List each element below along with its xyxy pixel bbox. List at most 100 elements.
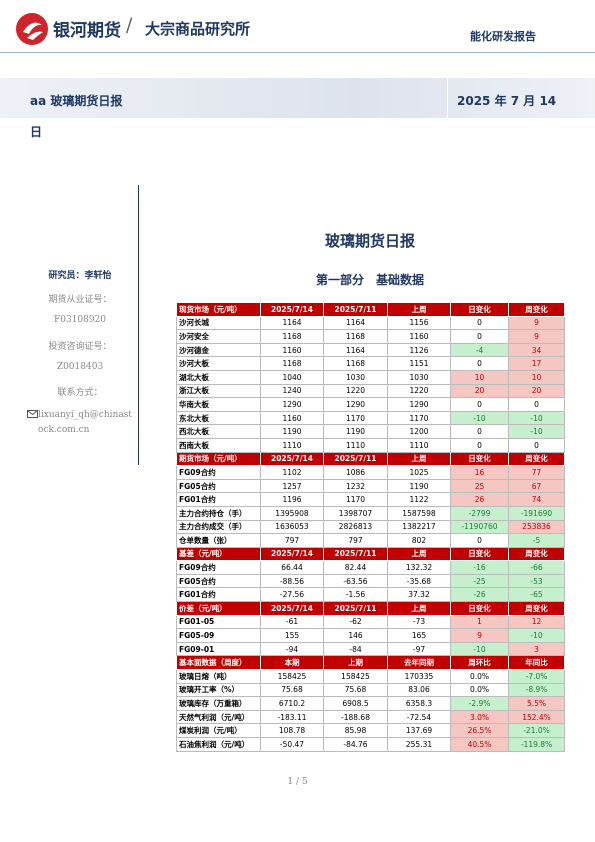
- table-cell: 40.5%: [450, 737, 509, 752]
- table-cell: 0: [508, 437, 565, 453]
- table-row: FG09合约 1102 1086 1025 16 77: [176, 465, 565, 480]
- header-cell: 2025/7/14: [260, 601, 324, 616]
- table-cell: 1160: [260, 410, 324, 426]
- table-cell: 9: [450, 628, 509, 643]
- table-row: 煤炭利润（元/吨） 108.78 85.98 137.69 26.5% -21.0%: [176, 723, 565, 738]
- table-row: FG05合约 1257 1232 1190 25 67: [176, 478, 565, 494]
- table-cell: 75.68: [260, 682, 324, 698]
- table-cell: 1220: [323, 383, 388, 399]
- table-cell: -27.56: [260, 587, 324, 603]
- table-cell: FG01-05: [176, 614, 261, 630]
- table-cell: 仓单数量（张）: [176, 533, 261, 548]
- email: lixuanyi_qh@chinastock.com.cn: [38, 410, 132, 435]
- table-cell: -191690: [508, 505, 565, 521]
- table-cell: 152.4%: [508, 709, 565, 725]
- table-cell: 1398707: [323, 505, 388, 521]
- table-cell: -62: [323, 614, 388, 630]
- table-cell: 1240: [260, 383, 324, 399]
- section-header-row: 基本面数据（周度） 本期 上期 去年同期 周环比 年同比: [176, 655, 565, 671]
- table-cell: 1110: [387, 437, 451, 453]
- table-row: FG01合约 -27.56 -1.56 37.32 -26 -65: [176, 587, 565, 603]
- header-cell: 上期: [323, 655, 388, 671]
- table-cell: 165: [387, 628, 451, 643]
- table-row: 华南大板 1290 1290 1290 0 0: [176, 397, 565, 412]
- table-cell: 煤炭利润（元/吨）: [176, 723, 261, 738]
- table-row: FG01-05 -61 -62 -73 1 12: [176, 614, 565, 630]
- header-cell: 上周: [387, 546, 451, 562]
- table-cell: 湖北大板: [176, 369, 261, 385]
- table-cell: 天然气利润（元/吨）: [176, 709, 261, 725]
- table-cell: -4: [450, 342, 509, 358]
- table-row: 天然气利润（元/吨） -183.11 -188.68 -72.54 3.0% 152.4%: [176, 709, 565, 725]
- header-cell: 价差（元/吨）: [176, 601, 261, 616]
- header-cell: 基本面数据（周度）: [176, 655, 261, 671]
- header-cell: 基差（元/吨）: [176, 546, 261, 562]
- table-row: 浙江大板 1240 1220 1220 20 20: [176, 383, 565, 399]
- table-row: 湖北大板 1040 1030 1030 10 10: [176, 369, 565, 385]
- table-cell: 1200: [387, 424, 451, 439]
- table-cell: 255.31: [387, 737, 451, 752]
- table-cell: FG01合约: [176, 492, 261, 507]
- table-cell: 108.78: [260, 723, 324, 738]
- table-cell: -84: [323, 641, 388, 657]
- table-cell: 1168: [323, 329, 388, 344]
- table-cell: FG09合约: [176, 560, 261, 575]
- table-cell: 3: [508, 641, 565, 657]
- table-row: 仓单数量（张） 797 797 802 0 -5: [176, 533, 565, 548]
- table-cell: -2799: [450, 505, 509, 521]
- table-cell: 66.44: [260, 560, 324, 575]
- table-cell: -50.47: [260, 737, 324, 752]
- table-row: FG09-01 -94 -84 -97 -10 3: [176, 641, 565, 657]
- page-number: 1 / 5: [287, 777, 308, 787]
- table-cell: -61: [260, 614, 324, 630]
- researcher: 研究员：李轩怡: [48, 271, 112, 281]
- header-cell: 日变化: [450, 546, 509, 562]
- table-cell: -2.9%: [450, 696, 509, 711]
- table-cell: 1160: [260, 342, 324, 358]
- table-cell: 1110: [323, 437, 388, 453]
- table-cell: 华南大板: [176, 397, 261, 412]
- table-cell: -10: [508, 628, 565, 643]
- separator: /: [126, 14, 133, 36]
- table-cell: 0: [450, 437, 509, 453]
- table-cell: 玻璃库存（万重箱）: [176, 696, 261, 711]
- table-cell: -1.56: [323, 587, 388, 603]
- table-cell: 1086: [323, 465, 388, 480]
- table-row: 主力合约持仓（手） 1395908 1398707 1587598 -2799 -1916…: [176, 505, 565, 521]
- banner-title: aa 玻璃期货日报: [30, 94, 123, 108]
- table-cell: -8.9%: [508, 682, 565, 698]
- table-row: 西北大板 1190 1190 1200 0 -10: [176, 424, 565, 439]
- table-cell: 玻璃开工率（%）: [176, 682, 261, 698]
- table-cell: -26: [450, 587, 509, 603]
- table-row: FG05合约 -88.56 -63.56 -35.68 -25 -53: [176, 573, 565, 589]
- table-cell: 137.69: [387, 723, 451, 738]
- table-cell: -25: [450, 573, 509, 589]
- header-cell: 2025/7/11: [323, 546, 388, 562]
- table-cell: 1190: [260, 424, 324, 439]
- header-cell: 周变化: [508, 451, 565, 467]
- table-cell: -7.0%: [508, 669, 565, 684]
- table-cell: 1: [450, 614, 509, 630]
- table-cell: 浙江大板: [176, 383, 261, 399]
- header-cell: 周变化: [508, 302, 565, 317]
- table-cell: FG05合约: [176, 573, 261, 589]
- header-cell: 2025/7/14: [260, 302, 324, 317]
- table-cell: 1395908: [260, 505, 324, 521]
- table-cell: 1587598: [387, 505, 451, 521]
- division: 大宗商品研究所: [145, 20, 251, 38]
- table-cell: FG05合约: [176, 478, 261, 494]
- table-cell: -119.8%: [508, 737, 565, 752]
- header-cell: 周环比: [450, 655, 509, 671]
- table-cell: 802: [387, 533, 451, 548]
- table-row: 沙河长城 1164 1164 1156 0 9: [176, 315, 565, 331]
- header-cell: 去年同期: [387, 655, 451, 671]
- table-row: 玻璃开工率（%） 75.68 75.68 83.06 0.0% -8.9%: [176, 682, 565, 698]
- table-cell: FG05-09: [176, 628, 261, 643]
- table-cell: -188.68: [323, 709, 388, 725]
- table-cell: 1156: [387, 315, 451, 331]
- table-cell: 146: [323, 628, 388, 643]
- table-cell: -35.68: [387, 573, 451, 589]
- header-cell: 本期: [260, 655, 324, 671]
- table-cell: -5: [508, 533, 565, 548]
- header-cell: 2025/7/14: [260, 546, 324, 562]
